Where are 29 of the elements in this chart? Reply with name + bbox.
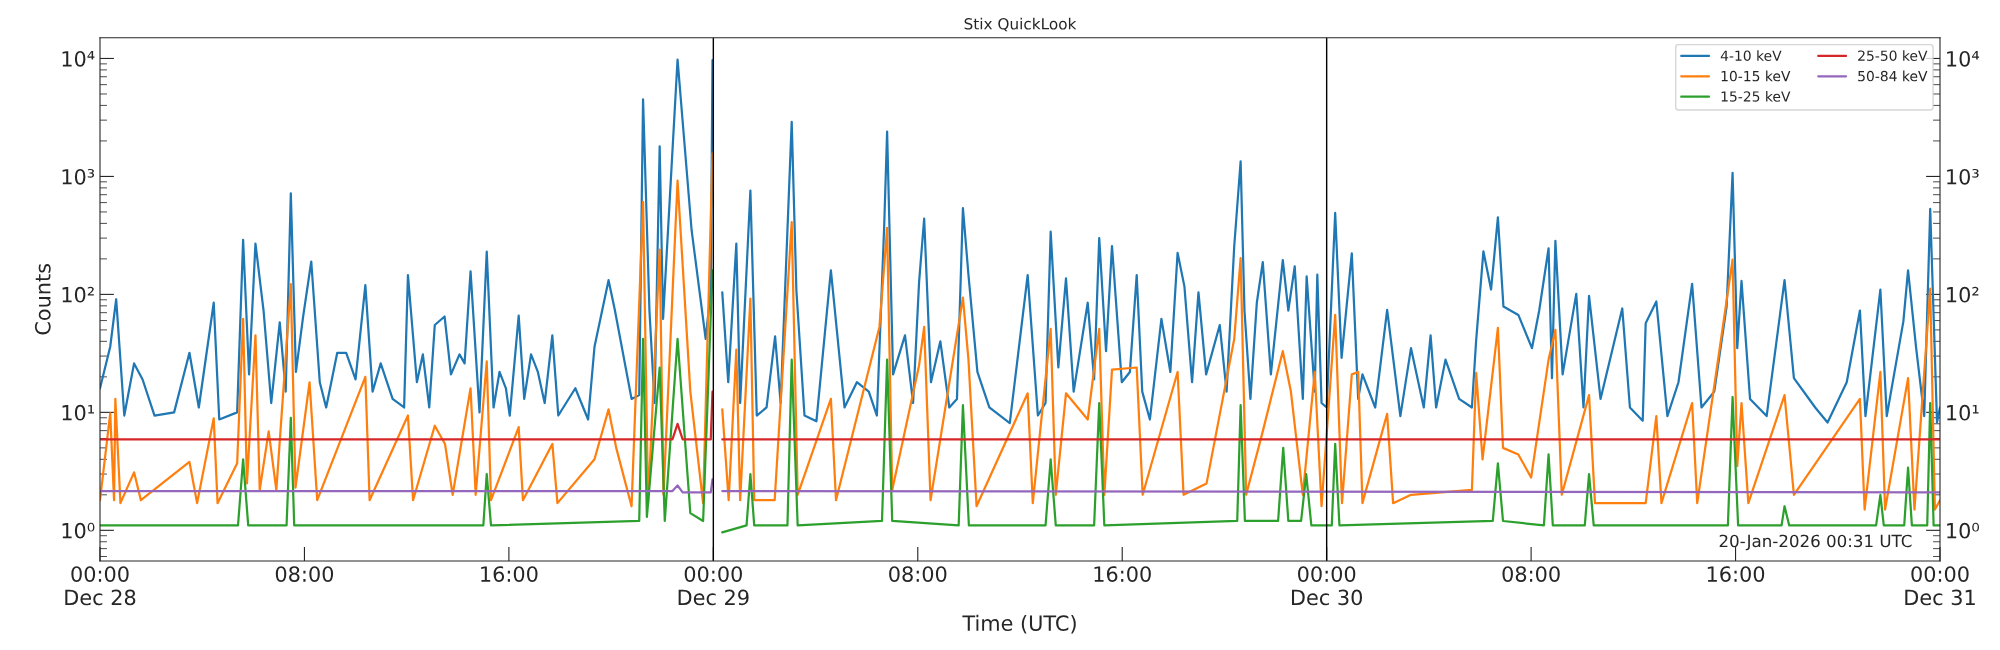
legend-label: 10-15 keV: [1721, 70, 1791, 82]
text: 10⁰: [1947, 522, 1979, 539]
x-axis-title: Time (UTC): [962, 614, 1076, 634]
x-tick-label: 08:00: [1502, 566, 1560, 582]
x-tick-label: 00:00 Dec 28: [65, 566, 136, 606]
x-tick-label: 08:00: [275, 566, 334, 582]
text: 10¹: [1947, 404, 1979, 421]
y-tick-label: 10⁴: [62, 50, 95, 67]
x-tick-label: 16:00: [1094, 566, 1151, 582]
x-tick-label: 00:00 Dec 29: [678, 566, 749, 606]
legend-label: 50-84 keV: [1858, 70, 1928, 82]
y-tick-label: 10³: [62, 168, 95, 185]
x-tick-label: 16:00: [481, 566, 538, 582]
legend-label: 25-50 keV: [1858, 50, 1928, 61]
text: 10²: [1947, 286, 1979, 303]
text: 10³: [1947, 168, 1979, 185]
text: 10⁴: [1947, 50, 1980, 67]
y-axis-title: Counts: [34, 263, 51, 335]
x-tick-label: 00:00 Dec 31: [1905, 566, 1975, 606]
x-tick-label: 16:00: [1707, 566, 1765, 582]
x-tick-label: 08:00: [889, 566, 947, 582]
y-tick-label: 10²: [62, 286, 94, 303]
y-tick-label: 10⁰: [62, 522, 95, 539]
legend-label: 15-25 keV: [1721, 90, 1791, 102]
y-tick-label: 10¹: [62, 404, 94, 421]
x-tick-label: 00:00 Dec 30: [1291, 566, 1363, 606]
annotation: 20-Jan-2026 00:31 UTC: [1719, 534, 1912, 551]
chart-title: Stix QuickLook: [964, 17, 1077, 32]
legend-label: 4-10 keV: [1720, 50, 1782, 61]
